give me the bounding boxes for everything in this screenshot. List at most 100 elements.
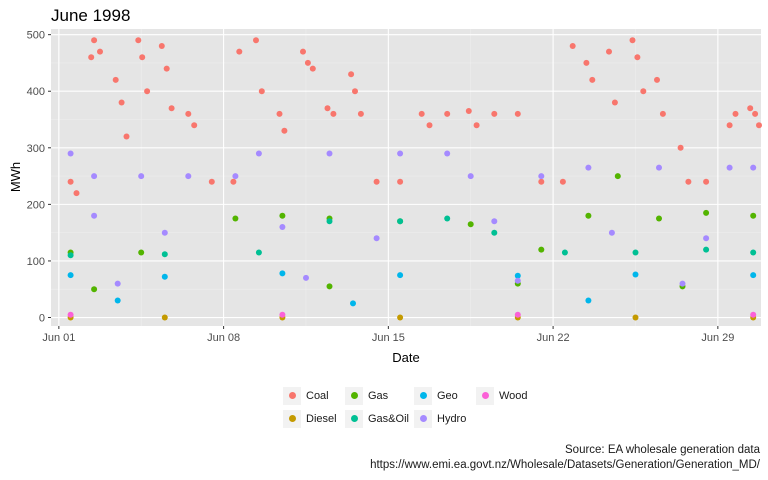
legend-item-hydro: Hydro <box>414 407 476 430</box>
data-point <box>397 150 404 157</box>
data-point <box>114 297 121 304</box>
legend-dot <box>288 415 296 422</box>
legend-dot <box>288 392 296 399</box>
y-axis-label: MWh <box>8 162 23 192</box>
data-point <box>279 224 286 230</box>
data-point <box>258 88 265 95</box>
data-point <box>191 122 198 129</box>
legend-key <box>283 386 301 405</box>
data-point <box>158 43 165 49</box>
data-point <box>750 212 757 219</box>
data-point <box>373 178 380 185</box>
data-point <box>185 173 192 180</box>
data-point <box>750 164 757 171</box>
data-point <box>138 173 145 180</box>
data-point <box>444 150 451 157</box>
y-tick-label: 0 <box>39 313 45 325</box>
legend-label: Gas <box>368 389 389 402</box>
data-point <box>585 297 592 304</box>
data-point <box>253 37 259 44</box>
data-point <box>629 37 636 44</box>
data-point <box>656 215 662 222</box>
legend-key <box>283 409 301 428</box>
x-tick-label: Jun 15 <box>372 332 405 344</box>
legend-dot <box>481 392 489 399</box>
data-point <box>91 173 98 180</box>
legend-label: Gas&Oil <box>368 412 409 425</box>
data-point <box>91 286 98 293</box>
legend-key <box>345 409 363 428</box>
data-point <box>67 150 74 157</box>
y-tick-label: 300 <box>27 143 45 155</box>
data-point <box>585 164 592 171</box>
data-point <box>324 105 331 112</box>
data-point <box>135 37 142 44</box>
data-points <box>67 37 762 321</box>
legend-item-coal: Coal <box>283 384 345 407</box>
data-point <box>161 251 168 258</box>
caption-source: Source: EA wholesale generation data <box>565 444 760 456</box>
data-point <box>444 215 451 222</box>
legend: Coal Gas Geo Wood Diesel Gas&Oil Hydro <box>283 384 536 430</box>
data-point <box>467 221 474 228</box>
data-point <box>726 164 733 171</box>
data-point <box>236 48 243 55</box>
data-point <box>348 71 355 78</box>
data-point <box>491 229 498 236</box>
x-axis: Jun 01 Jun 08 Jun 15 Jun 22 Jun 29 <box>42 326 734 344</box>
data-point <box>514 110 521 117</box>
data-point <box>632 271 639 278</box>
grid-lines <box>51 29 761 326</box>
y-tick-label: 400 <box>27 86 45 98</box>
data-point <box>123 133 130 140</box>
caption-url: https://www.emi.ea.govt.nz/Wholesale/Dat… <box>370 459 760 471</box>
data-point <box>569 43 576 49</box>
data-point <box>703 235 710 242</box>
data-point <box>88 54 95 61</box>
legend-key <box>345 386 363 405</box>
y-tick-label: 200 <box>27 199 45 211</box>
data-point <box>279 212 286 219</box>
legend-label: Wood <box>499 389 528 402</box>
data-point <box>726 122 733 129</box>
legend-dot <box>350 415 358 422</box>
data-point <box>685 178 692 185</box>
data-point <box>112 76 119 83</box>
legend-dot <box>419 392 427 399</box>
legend-dot <box>419 415 427 422</box>
data-point <box>73 190 80 197</box>
chart-title: June 1998 <box>51 6 130 25</box>
data-point <box>309 65 316 72</box>
data-point <box>752 110 759 117</box>
data-point <box>118 99 125 106</box>
y-tick-label: 100 <box>27 256 45 268</box>
series-geo <box>67 270 757 307</box>
data-point <box>614 173 621 180</box>
data-point <box>491 218 498 225</box>
data-point <box>144 88 151 95</box>
data-point <box>161 273 168 280</box>
data-point <box>397 178 404 185</box>
data-point <box>185 110 192 117</box>
data-point <box>750 311 757 318</box>
data-point <box>514 277 521 284</box>
data-point <box>97 48 103 55</box>
data-point <box>514 272 521 279</box>
data-point <box>255 249 262 256</box>
data-point <box>397 218 404 225</box>
legend-item-gas: Gas <box>345 384 414 407</box>
data-point <box>514 311 521 318</box>
data-point <box>559 178 566 185</box>
data-point <box>703 209 710 216</box>
legend-item-diesel: Diesel <box>283 407 345 430</box>
legend-item-wood: Wood <box>476 384 536 407</box>
legend-key <box>414 386 432 405</box>
legend-key <box>476 386 494 405</box>
series-gas-oil <box>67 215 757 259</box>
data-point <box>208 178 215 185</box>
data-point <box>561 249 568 256</box>
data-point <box>538 173 545 180</box>
data-point <box>467 173 474 180</box>
legend-item-gas-oil: Gas&Oil <box>345 407 414 430</box>
data-point <box>91 37 98 44</box>
